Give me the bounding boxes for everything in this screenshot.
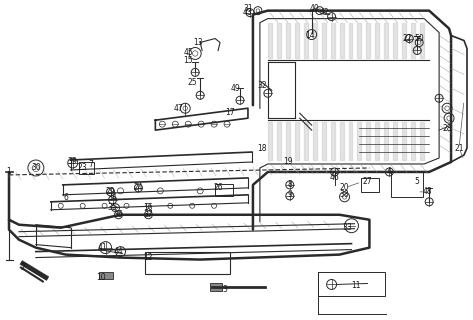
- Text: 26: 26: [213, 183, 223, 192]
- Text: 22: 22: [403, 34, 412, 43]
- Bar: [98, 271, 113, 279]
- Text: 44: 44: [114, 247, 123, 256]
- Text: 7: 7: [88, 160, 93, 170]
- Text: 36: 36: [114, 210, 123, 219]
- Text: 30: 30: [31, 164, 41, 172]
- Text: 9: 9: [287, 190, 292, 199]
- Text: 8: 8: [288, 180, 292, 189]
- Text: 16: 16: [144, 203, 153, 212]
- Text: 2: 2: [20, 263, 26, 272]
- Text: 43: 43: [243, 8, 253, 17]
- Bar: [79, 162, 94, 174]
- Text: 35: 35: [108, 203, 117, 212]
- Text: 11: 11: [351, 281, 360, 290]
- Text: 15: 15: [184, 56, 193, 65]
- Text: 25: 25: [187, 78, 197, 87]
- Text: 20: 20: [340, 183, 350, 192]
- Text: 49: 49: [230, 84, 240, 93]
- Text: 5: 5: [415, 177, 420, 187]
- Text: 10: 10: [96, 273, 105, 282]
- Text: 21: 21: [454, 144, 464, 153]
- Bar: [318, 271, 385, 296]
- Bar: [145, 252, 230, 274]
- Bar: [215, 184, 233, 196]
- Text: 19: 19: [283, 157, 293, 166]
- Text: 50: 50: [414, 34, 424, 43]
- Text: 37: 37: [143, 210, 153, 219]
- Text: 47: 47: [174, 104, 183, 113]
- Text: 41: 41: [98, 243, 107, 252]
- Text: 18: 18: [257, 144, 267, 153]
- Text: 3: 3: [223, 285, 228, 294]
- Bar: [361, 178, 379, 192]
- Text: 27: 27: [363, 177, 372, 187]
- Text: 32: 32: [257, 81, 267, 90]
- Text: 17: 17: [225, 108, 235, 117]
- Text: 24: 24: [133, 183, 143, 192]
- Text: 13: 13: [193, 38, 203, 47]
- Text: 42: 42: [320, 8, 329, 17]
- Text: 40: 40: [310, 4, 320, 13]
- Text: 23: 23: [78, 164, 88, 172]
- Text: 34: 34: [108, 193, 117, 202]
- Bar: [210, 284, 222, 292]
- Text: 33: 33: [342, 223, 352, 232]
- Bar: [391, 172, 423, 197]
- Text: 45: 45: [184, 48, 193, 57]
- Text: 14: 14: [305, 31, 315, 40]
- Text: 6: 6: [63, 193, 68, 202]
- Text: 4: 4: [387, 167, 392, 176]
- Text: 12: 12: [144, 253, 153, 262]
- Text: 39: 39: [68, 157, 78, 166]
- Text: 31: 31: [243, 4, 253, 13]
- Text: 46: 46: [330, 173, 340, 182]
- Text: 28: 28: [442, 124, 452, 132]
- Text: 29: 29: [106, 188, 115, 196]
- Text: 38: 38: [340, 190, 350, 199]
- Text: 1: 1: [7, 167, 11, 176]
- Text: 48: 48: [422, 188, 432, 196]
